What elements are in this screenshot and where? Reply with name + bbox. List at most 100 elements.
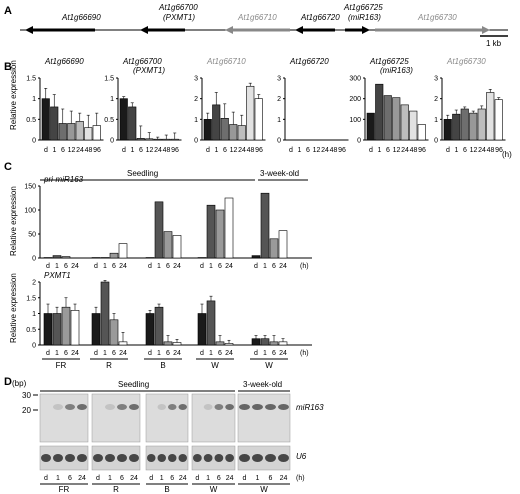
bar xyxy=(163,231,173,259)
group-label: W xyxy=(211,361,219,370)
mir163-band xyxy=(239,404,250,410)
gene-arrow-head xyxy=(362,26,370,34)
gene-label: At1g66710 xyxy=(237,13,277,22)
gene-sublabel: (PXMT1) xyxy=(163,13,195,22)
x-tick-label: 96 xyxy=(338,147,346,154)
x-tick-label: 6 xyxy=(112,350,116,357)
lane-label: 1 xyxy=(206,475,210,482)
x-tick-label: d xyxy=(200,263,204,270)
x-tick-label: d xyxy=(289,147,293,154)
x-tick-label: 96 xyxy=(93,147,101,154)
y-tick-label: 1.5 xyxy=(104,76,114,83)
bar xyxy=(154,306,164,346)
x-tick-label: 6 xyxy=(218,263,222,270)
bar xyxy=(172,342,182,346)
x-tick-label: 24 xyxy=(321,147,329,154)
y-tick-label: 0 xyxy=(357,138,361,145)
blot-5: d 1 6 24 W xyxy=(237,393,291,494)
gene-arrow-head xyxy=(295,26,303,34)
x-tick-label: 24 xyxy=(71,350,79,357)
bar xyxy=(469,112,478,141)
bar xyxy=(224,343,234,346)
bar xyxy=(392,97,401,141)
lane-label: 24 xyxy=(130,475,138,482)
gene-6: At1g66730 xyxy=(375,13,490,34)
lane-label: d xyxy=(149,475,153,482)
panel-label-a: A xyxy=(4,5,12,17)
bar xyxy=(443,119,452,141)
panel-c-headers: Seedling 3-week-old xyxy=(40,169,308,181)
panel-label-c: C xyxy=(4,161,12,173)
x-tick-label: 96 xyxy=(255,147,263,154)
chart-b-2: At1g66700(PXMT1)00.511.5d 1 6 12 24 48 96 xyxy=(104,57,182,154)
group-label: W xyxy=(210,485,218,494)
x-tick-label: d xyxy=(206,147,210,154)
u6-band xyxy=(117,454,127,462)
y-tick-label: 1.5 xyxy=(26,295,36,302)
chart-title: At1g66730 xyxy=(446,57,486,66)
bar xyxy=(220,118,229,141)
y-tick-label: 3 xyxy=(277,76,281,83)
x-tick-label: 6 xyxy=(64,350,68,357)
bp-label: (bp) xyxy=(12,379,27,388)
x-tick-label: d xyxy=(46,350,50,357)
y-tick-label: 0 xyxy=(110,138,114,145)
bar xyxy=(215,209,225,259)
mir163-band xyxy=(105,404,115,410)
x-unit: (h) xyxy=(300,263,309,270)
bar xyxy=(375,83,384,141)
bar xyxy=(206,204,216,259)
c2-ylabel: Relative expression xyxy=(9,273,18,343)
bar xyxy=(212,104,221,141)
bar xyxy=(100,281,110,346)
group-label: W xyxy=(260,485,268,494)
blot-3: d 1 6 24 B xyxy=(145,393,189,494)
x-tick-label: d xyxy=(44,147,48,154)
y-tick-label: 3 xyxy=(434,76,438,83)
x-tick-label: 24 xyxy=(225,263,233,270)
lane-label: d xyxy=(195,475,199,482)
c1-ylabel: Relative expression xyxy=(9,186,18,256)
x-tick-label: 1 xyxy=(103,263,107,270)
blot-2: d 1 6 24 R xyxy=(91,393,141,494)
x-tick-label: 1 xyxy=(55,350,59,357)
y-tick-label: 3 xyxy=(194,76,198,83)
bar xyxy=(43,313,53,346)
x-tick-label: 24 xyxy=(119,350,127,357)
u6-band xyxy=(178,454,187,462)
blot-label-mir163: miR163 xyxy=(296,403,324,412)
bar xyxy=(260,338,270,346)
x-tick-label: d xyxy=(254,263,258,270)
x-tick-label: 1 xyxy=(53,147,57,154)
x-tick-label: 12 xyxy=(393,147,401,154)
gene-label: At1g66700 xyxy=(158,3,198,12)
lane-label: d xyxy=(243,475,247,482)
bar xyxy=(278,341,288,346)
x-tick-label: 6 xyxy=(166,350,170,357)
x-tick-label: 12 xyxy=(230,147,238,154)
bar xyxy=(145,313,155,346)
bar xyxy=(172,235,182,259)
bar xyxy=(119,98,128,141)
y-tick-label: 150 xyxy=(24,184,36,191)
blot-xunit: (h) xyxy=(296,475,305,482)
bar xyxy=(383,95,392,141)
bar xyxy=(206,300,216,346)
mir163-band xyxy=(77,404,87,410)
mir163-band xyxy=(157,404,166,410)
x-tick-label: d xyxy=(446,147,450,154)
chart-subtitle: (PXMT1) xyxy=(133,66,165,75)
gene-1: At1g66690 xyxy=(25,13,101,34)
u6-band xyxy=(41,454,51,462)
x-tick-label: 48 xyxy=(163,147,171,154)
y-tick-label: 100 xyxy=(349,117,361,124)
blot-seedling-header: Seedling xyxy=(118,380,149,389)
lane-label: 1 xyxy=(160,475,164,482)
blot-three-week-header: 3-week-old xyxy=(243,380,282,389)
bar xyxy=(61,256,71,259)
u6-band xyxy=(65,454,75,462)
